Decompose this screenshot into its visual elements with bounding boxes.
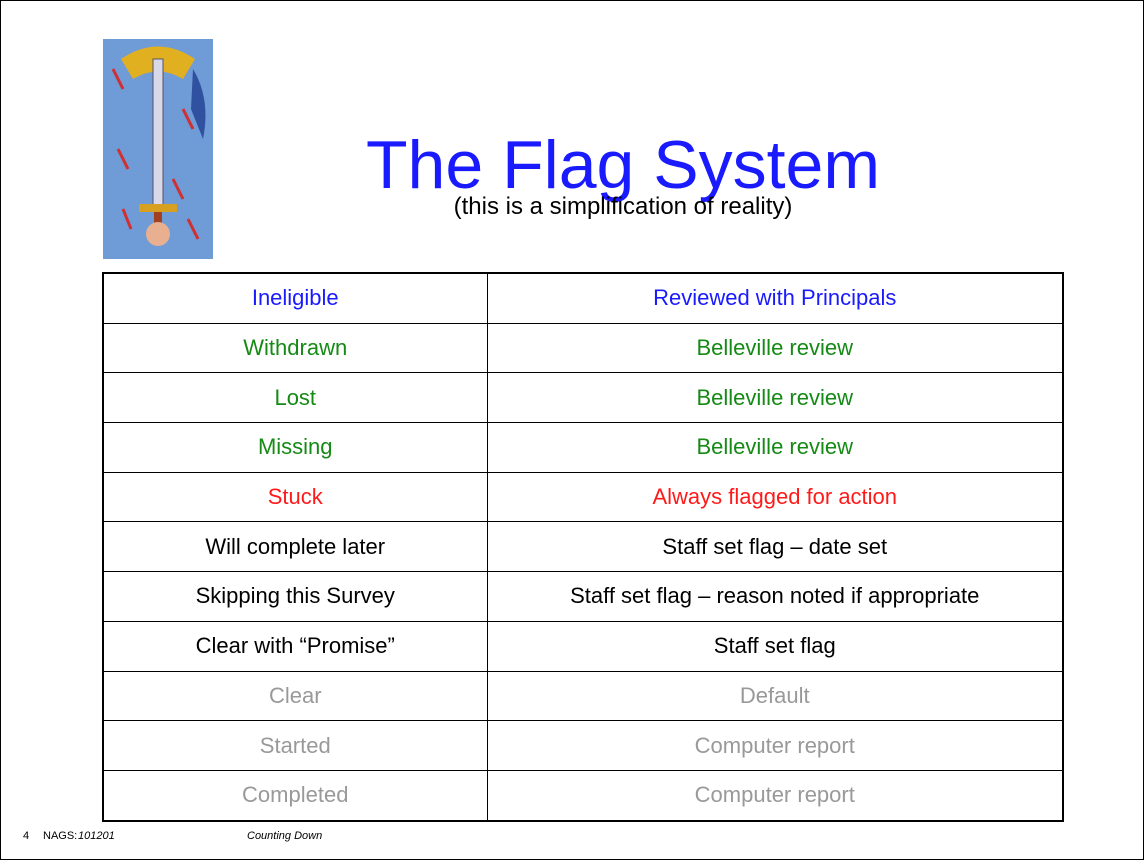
table-cell: Belleville review bbox=[486, 422, 1064, 473]
table-cell: Staff set flag – reason noted if appropr… bbox=[486, 571, 1064, 622]
footer-code: 101201 bbox=[78, 830, 115, 842]
card-image bbox=[103, 39, 213, 259]
table-cell: Skipping this Survey bbox=[102, 571, 488, 622]
table-cell: Belleville review bbox=[486, 372, 1064, 424]
table-cell: Staff set flag bbox=[486, 620, 1064, 672]
table-row: Clear Default bbox=[102, 670, 1064, 722]
table-row: Stuck Always flagged for action bbox=[102, 471, 1064, 523]
table-row: Completed Computer report bbox=[102, 769, 1064, 822]
table-row: Clear with “Promise” Staff set flag bbox=[102, 620, 1064, 672]
table-cell: Clear bbox=[102, 670, 488, 722]
table-cell: Ineligible bbox=[102, 272, 488, 324]
footer-note: Counting Down bbox=[247, 830, 323, 842]
table-cell: Clear with “Promise” bbox=[102, 620, 488, 672]
table-cell: Staff set flag – date set bbox=[486, 521, 1064, 573]
table-cell: Belleville review bbox=[486, 322, 1064, 374]
subtitle: (this is a simplification of reality) bbox=[453, 193, 793, 220]
table-row: Ineligible Reviewed with Principals bbox=[102, 272, 1064, 324]
table-row: Lost Belleville review bbox=[102, 372, 1064, 424]
table-cell: Completed bbox=[102, 769, 488, 822]
table-row: Skipping this Survey Staff set flag – rea… bbox=[102, 571, 1064, 622]
table-cell: Lost bbox=[102, 372, 488, 424]
table-cell: Missing bbox=[102, 422, 488, 473]
page-number: 4 bbox=[23, 830, 30, 842]
table-cell: Withdrawn bbox=[102, 322, 488, 374]
table-row: Missing Belleville review bbox=[102, 422, 1064, 473]
table-row: Started Computer report bbox=[102, 720, 1064, 771]
table-row: Withdrawn Belleville review bbox=[102, 322, 1064, 374]
footer-label: NAGS: bbox=[43, 830, 78, 842]
table-cell: Computer report bbox=[486, 769, 1064, 822]
table-cell: Reviewed with Principals bbox=[486, 272, 1064, 324]
table-cell: Always flagged for action bbox=[486, 471, 1064, 523]
table-cell: Stuck bbox=[102, 471, 488, 523]
flag-table: Ineligible Reviewed with Principals Withdr… bbox=[102, 272, 1064, 822]
title: The Flag System bbox=[366, 127, 880, 203]
table-cell: Will complete later bbox=[102, 521, 488, 573]
table-cell: Default bbox=[486, 670, 1064, 722]
table-row: Will complete later Staff set flag – date… bbox=[102, 521, 1064, 573]
table-cell: Computer report bbox=[486, 720, 1064, 771]
table-cell: Started bbox=[102, 720, 488, 771]
